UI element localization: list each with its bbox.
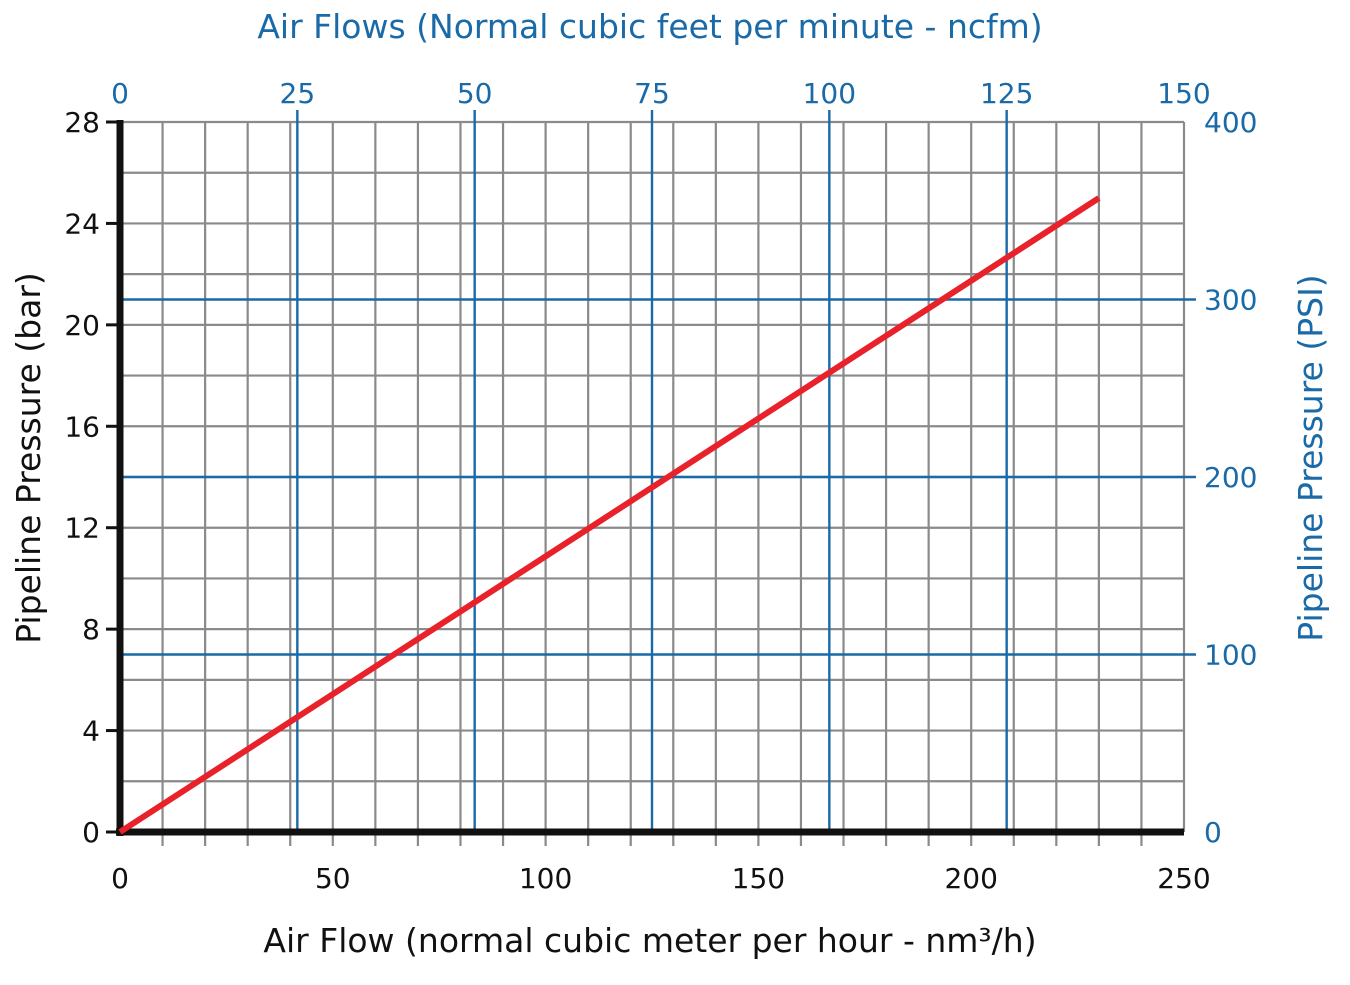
x2-axis-title: Air Flows (Normal cubic feet per minute … bbox=[257, 7, 1042, 46]
y-axis-title: Pipeline Pressure (bar) bbox=[9, 272, 48, 644]
y-tick-label: 20 bbox=[64, 309, 100, 342]
x-tick-label: 250 bbox=[1157, 862, 1210, 895]
x-tick-label: 0 bbox=[111, 862, 129, 895]
secondary-grid bbox=[120, 110, 1196, 832]
y2-axis-title: Pipeline Pressure (PSI) bbox=[1291, 274, 1330, 641]
x-axis-title: Air Flow (normal cubic meter per hour - … bbox=[263, 921, 1036, 960]
y2-tick-label: 400 bbox=[1204, 106, 1257, 139]
y2-tick-label: 100 bbox=[1204, 639, 1257, 672]
y-tick-label: 28 bbox=[64, 106, 100, 139]
x2-tick-label: 125 bbox=[980, 77, 1033, 110]
axes bbox=[106, 120, 1184, 836]
x2-tick-label: 0 bbox=[111, 77, 129, 110]
x2-tick-label: 75 bbox=[634, 77, 670, 110]
x2-tick-label: 150 bbox=[1157, 77, 1210, 110]
x-tick-label: 100 bbox=[519, 862, 572, 895]
x-tick-label: 50 bbox=[315, 862, 351, 895]
y-tick-label: 24 bbox=[64, 207, 100, 240]
y2-tick-label: 0 bbox=[1204, 816, 1222, 849]
tick-labels: 0 50 100 150 200 250 0 4 8 12 16 20 24 28 0 25 50 75 100 12… bbox=[64, 77, 1257, 895]
y-tick-label: 16 bbox=[64, 410, 100, 443]
y2-tick-label: 200 bbox=[1204, 461, 1257, 494]
x2-tick-label: 100 bbox=[803, 77, 856, 110]
series-line bbox=[118, 195, 1101, 835]
series-layer bbox=[118, 195, 1101, 835]
x2-tick-label: 50 bbox=[457, 77, 493, 110]
x-tick-label: 200 bbox=[944, 862, 997, 895]
y-tick-label: 0 bbox=[82, 816, 100, 849]
y-tick-label: 8 bbox=[82, 613, 100, 646]
x-tick-label: 150 bbox=[732, 862, 785, 895]
y-tick-label: 4 bbox=[82, 715, 100, 748]
y-tick-label: 12 bbox=[64, 512, 100, 545]
y2-tick-label: 300 bbox=[1204, 284, 1257, 317]
x2-tick-label: 25 bbox=[280, 77, 316, 110]
